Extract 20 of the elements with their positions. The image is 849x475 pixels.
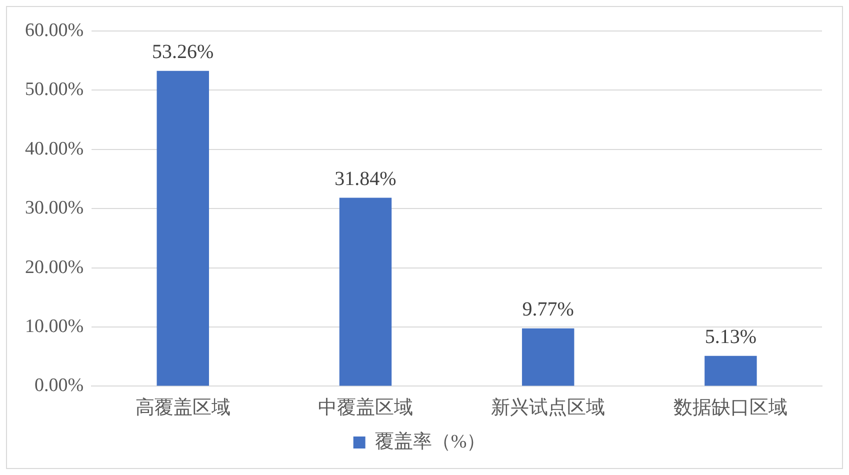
data-label: 5.13% xyxy=(704,326,757,348)
x-tick-label: 数据缺口区域 xyxy=(674,398,788,419)
y-tick-label: 0.00% xyxy=(34,375,84,396)
data-label: 31.84% xyxy=(334,168,396,190)
x-tick-label: 高覆盖区域 xyxy=(135,396,230,419)
data-label: 53.26% xyxy=(152,41,214,64)
legend-label: 覆盖率（%） xyxy=(374,430,486,452)
y-tick-label: 20.00% xyxy=(25,256,84,278)
bar xyxy=(339,198,392,386)
y-tick-label: 60.00% xyxy=(25,20,84,41)
bar xyxy=(704,356,757,386)
y-tick-label: 50.00% xyxy=(25,79,84,100)
bar xyxy=(522,328,574,386)
bar xyxy=(156,70,209,386)
y-tick-label: 30.00% xyxy=(25,198,84,219)
y-tick-label: 10.00% xyxy=(25,316,84,337)
y-tick-label: 40.00% xyxy=(25,138,84,160)
x-tick-label: 中覆盖区域 xyxy=(318,396,413,419)
data-label: 9.77% xyxy=(522,298,574,321)
x-tick-label: 新兴试点区域 xyxy=(491,396,606,419)
